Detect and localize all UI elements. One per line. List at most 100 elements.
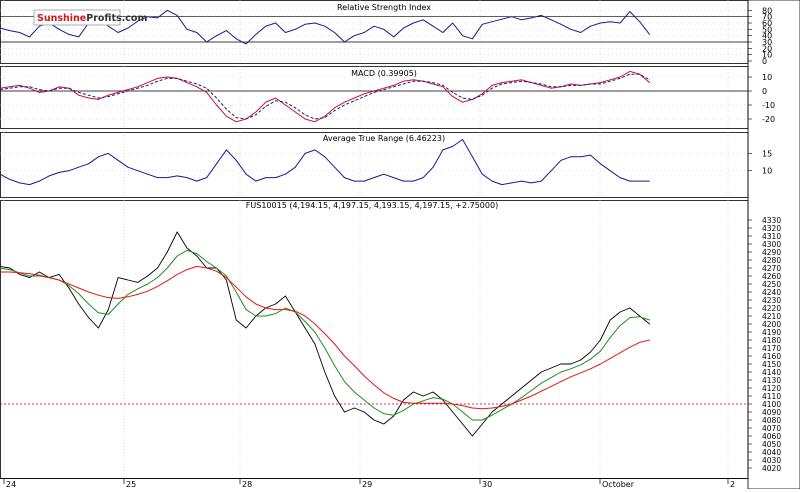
series-point-3-1-39 [383, 413, 384, 414]
series-point-2-0-25 [246, 174, 247, 175]
series-point-1-1-66 [649, 79, 650, 80]
series-point-3-2-47 [462, 405, 463, 406]
series-point-1-0-34 [334, 107, 335, 108]
series-point-2-0-44 [433, 167, 434, 168]
series-point-3-2-12 [118, 298, 119, 299]
x-tick-label-1: 25 [126, 480, 136, 489]
series-point-2-0-60 [590, 155, 591, 156]
series-point-3-1-63 [620, 325, 621, 326]
series-point-3-2-17 [167, 280, 168, 281]
y-tick-label-3-29: 4310 [762, 232, 781, 241]
series-point-1-1-33 [324, 117, 325, 118]
series-point-2-0-24 [236, 160, 237, 161]
series-point-1-0-37 [364, 93, 365, 94]
series-point-1-0-12 [118, 92, 119, 93]
series-point-1-0-61 [600, 82, 601, 83]
series-point-2-0-40 [393, 177, 394, 178]
series-point-1-1-17 [167, 78, 168, 79]
series-point-3-1-26 [255, 316, 256, 317]
series-point-3-0-11 [108, 309, 109, 310]
series-point-3-2-9 [88, 292, 89, 293]
panel-title-3: FUS10015 (4,194.15, 4,197.15, 4,193.15, … [246, 201, 498, 210]
series-point-3-0-23 [226, 280, 227, 281]
series-point-1-0-33 [324, 116, 325, 117]
series-point-3-0-57 [561, 364, 562, 365]
series-point-1-0-23 [226, 116, 227, 117]
series-point-1-1-15 [147, 85, 148, 86]
series-point-2-0-17 [167, 177, 168, 178]
series-point-1-0-49 [482, 93, 483, 94]
series-point-1-1-2 [19, 86, 20, 87]
y-tick-label-3-20: 4220 [762, 304, 781, 313]
y-tick-label-3-2: 4040 [762, 448, 781, 457]
series-point-1-1-65 [639, 74, 640, 75]
series-point-3-0-44 [433, 392, 434, 393]
series-point-3-1-42 [413, 404, 414, 405]
series-point-2-0-31 [305, 153, 306, 154]
series-point-3-0-8 [78, 304, 79, 305]
series-point-0-0-48 [472, 38, 473, 39]
series-point-3-2-56 [551, 386, 552, 387]
series-point-3-1-58 [570, 368, 571, 369]
series-point-1-0-24 [236, 121, 237, 122]
y-tick-label-3-22: 4240 [762, 288, 781, 297]
series-point-1-0-52 [511, 81, 512, 82]
x-tick-label-3: 29 [362, 480, 372, 489]
series-point-3-2-43 [423, 403, 424, 404]
series-point-2-0-29 [285, 174, 286, 175]
series-point-3-2-24 [236, 287, 237, 288]
series-point-1-1-16 [157, 81, 158, 82]
series-point-1-1-28 [275, 100, 276, 101]
series-point-0-0-21 [206, 42, 207, 43]
series-point-0-0-34 [334, 32, 335, 33]
series-point-3-2-8 [78, 288, 79, 289]
y-tick-label-3-6: 4080 [762, 416, 781, 425]
series-point-0-0-54 [531, 18, 532, 19]
series-point-3-1-49 [482, 420, 483, 421]
series-point-1-1-22 [216, 98, 217, 99]
series-point-3-2-28 [275, 309, 276, 310]
series-point-3-2-1 [9, 272, 10, 273]
series-point-3-2-16 [157, 286, 158, 287]
series-point-3-1-56 [551, 377, 552, 378]
series-point-3-2-53 [521, 400, 522, 401]
series-point-3-2-14 [137, 294, 138, 295]
logo-text: SunshineProfits.com [37, 13, 147, 24]
series-point-3-1-18 [177, 256, 178, 257]
series-point-3-2-32 [315, 324, 316, 325]
series-point-3-1-55 [541, 383, 542, 384]
series-point-3-0-64 [629, 308, 630, 309]
series-point-3-0-12 [118, 277, 119, 278]
series-point-3-2-36 [354, 365, 355, 366]
series-point-0-0-38 [374, 26, 375, 27]
series-point-2-0-18 [177, 176, 178, 177]
series-point-0-0-25 [246, 44, 247, 45]
series-point-2-0-13 [128, 167, 129, 168]
series-point-0-0-41 [403, 28, 404, 29]
series-point-3-0-9 [88, 317, 89, 318]
series-point-3-1-24 [236, 292, 237, 293]
panel-title-0: Relative Strength Index [337, 3, 431, 12]
series-point-3-2-63 [620, 352, 621, 353]
series-point-1-1-51 [502, 84, 503, 85]
series-point-1-1-63 [620, 78, 621, 79]
series-point-0-0-19 [187, 29, 188, 30]
series-point-0-0-56 [551, 19, 552, 20]
y-tick-label-3-23: 4250 [762, 280, 781, 289]
series-point-1-0-21 [206, 92, 207, 93]
series-point-1-1-23 [226, 109, 227, 110]
series-point-3-0-63 [620, 312, 621, 313]
series-point-1-1-47 [462, 98, 463, 99]
y-tick-label-1-0: -20 [762, 115, 775, 124]
series-point-1-1-38 [374, 92, 375, 93]
series-point-2-0-48 [472, 156, 473, 157]
series-point-1-1-61 [600, 84, 601, 85]
series-point-3-1-36 [354, 392, 355, 393]
x-tick-label-5: October [602, 480, 635, 489]
series-point-2-0-47 [462, 139, 463, 140]
series-point-3-0-39 [383, 424, 384, 425]
x-tick-label-2: 28 [242, 480, 252, 489]
series-point-2-0-12 [118, 160, 119, 161]
series-point-0-0-51 [502, 19, 503, 20]
y-tick-label-3-8: 4100 [762, 400, 781, 409]
